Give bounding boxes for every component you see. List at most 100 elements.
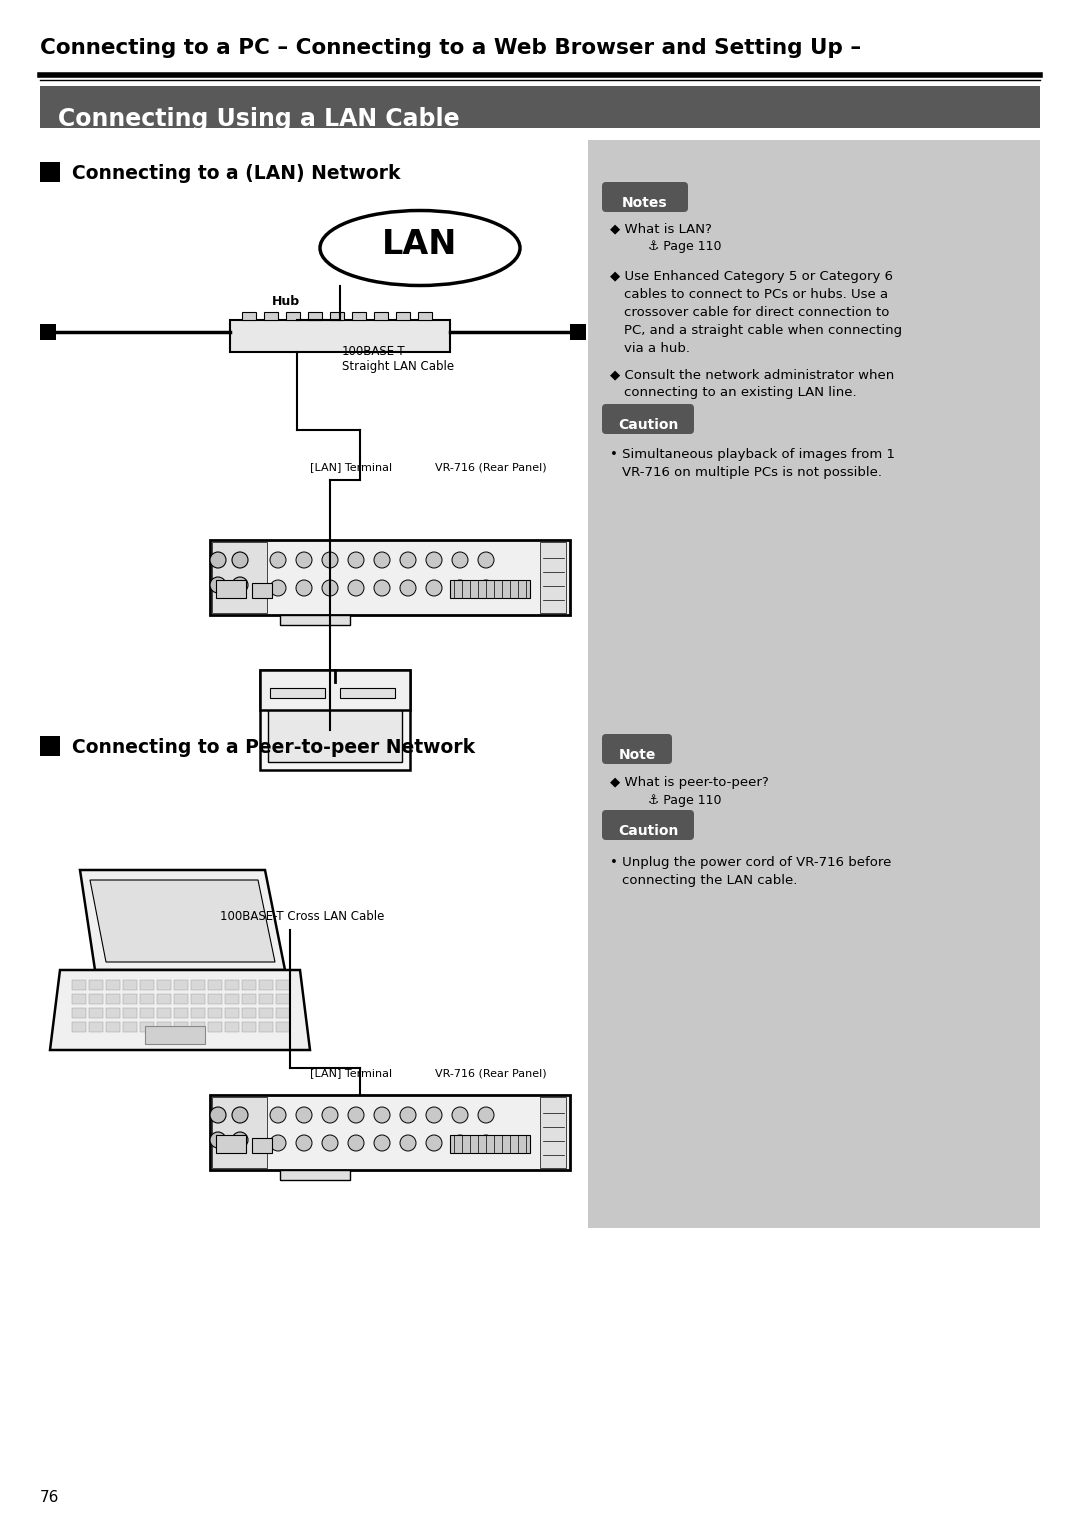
Bar <box>225 1008 239 1018</box>
Bar <box>276 979 291 990</box>
Text: Connecting to a PC – Connecting to a Web Browser and Setting Up –: Connecting to a PC – Connecting to a Web… <box>40 38 861 58</box>
Circle shape <box>296 1135 312 1151</box>
Circle shape <box>232 578 248 593</box>
Circle shape <box>374 1106 390 1123</box>
Circle shape <box>210 578 226 593</box>
Circle shape <box>210 552 226 568</box>
Circle shape <box>400 552 416 568</box>
Circle shape <box>478 581 494 596</box>
Bar <box>72 979 86 990</box>
Bar <box>570 324 586 341</box>
Circle shape <box>374 581 390 596</box>
Circle shape <box>232 1132 248 1148</box>
Bar <box>242 312 256 319</box>
Bar <box>280 614 350 625</box>
Bar <box>280 1170 350 1180</box>
Bar <box>89 979 103 990</box>
FancyBboxPatch shape <box>602 182 688 212</box>
Polygon shape <box>80 869 285 970</box>
Bar <box>352 312 366 319</box>
Circle shape <box>322 1135 338 1151</box>
Bar <box>208 1008 222 1018</box>
Bar <box>174 1022 188 1031</box>
Circle shape <box>453 552 468 568</box>
Bar <box>340 688 395 698</box>
Text: Connecting Using a LAN Cable: Connecting Using a LAN Cable <box>58 107 460 131</box>
Circle shape <box>426 581 442 596</box>
Circle shape <box>348 581 364 596</box>
Bar <box>270 688 325 698</box>
Circle shape <box>270 552 286 568</box>
Bar <box>252 1138 272 1154</box>
FancyBboxPatch shape <box>602 403 694 434</box>
Text: Connecting to a (LAN) Network: Connecting to a (LAN) Network <box>72 163 401 183</box>
Circle shape <box>296 1106 312 1123</box>
Bar <box>72 1022 86 1031</box>
Text: [LAN] Terminal: [LAN] Terminal <box>310 461 392 472</box>
Circle shape <box>478 552 494 568</box>
Text: Notes: Notes <box>622 196 667 209</box>
Polygon shape <box>50 970 310 1050</box>
Bar <box>259 979 273 990</box>
Circle shape <box>296 552 312 568</box>
Bar <box>242 995 256 1004</box>
Circle shape <box>400 581 416 596</box>
Bar <box>450 1135 530 1154</box>
Bar <box>252 584 272 597</box>
Bar <box>208 979 222 990</box>
Circle shape <box>453 1106 468 1123</box>
Circle shape <box>322 581 338 596</box>
Bar <box>40 736 60 756</box>
Circle shape <box>296 581 312 596</box>
Text: Caution: Caution <box>618 824 678 837</box>
Bar <box>106 1022 120 1031</box>
Bar <box>72 995 86 1004</box>
Text: LAN: LAN <box>382 228 458 260</box>
Bar <box>225 979 239 990</box>
Bar <box>40 324 56 341</box>
Circle shape <box>453 1135 468 1151</box>
Bar <box>140 1022 154 1031</box>
Bar <box>216 1135 246 1154</box>
Text: Caution: Caution <box>618 419 678 432</box>
Circle shape <box>426 552 442 568</box>
Text: connecting the LAN cable.: connecting the LAN cable. <box>622 874 797 886</box>
Circle shape <box>453 581 468 596</box>
Circle shape <box>374 552 390 568</box>
Bar <box>418 312 432 319</box>
Bar <box>157 1008 171 1018</box>
Circle shape <box>270 1106 286 1123</box>
Circle shape <box>478 1135 494 1151</box>
Circle shape <box>210 1106 226 1123</box>
Bar <box>242 1022 256 1031</box>
Text: ◆ Use Enhanced Category 5 or Category 6: ◆ Use Enhanced Category 5 or Category 6 <box>610 270 893 283</box>
Bar <box>89 995 103 1004</box>
Bar <box>106 995 120 1004</box>
Bar <box>588 141 1040 1229</box>
Circle shape <box>478 1106 494 1123</box>
Bar <box>157 1022 171 1031</box>
Bar <box>157 979 171 990</box>
Text: ⚓ Page 110: ⚓ Page 110 <box>648 795 721 807</box>
Bar <box>260 669 410 770</box>
Bar <box>140 995 154 1004</box>
FancyBboxPatch shape <box>602 733 672 764</box>
Text: ◆ Consult the network administrator when: ◆ Consult the network administrator when <box>610 368 894 380</box>
Bar <box>396 312 410 319</box>
Circle shape <box>400 1135 416 1151</box>
FancyBboxPatch shape <box>602 810 694 840</box>
Circle shape <box>322 552 338 568</box>
Bar <box>157 995 171 1004</box>
Circle shape <box>400 1106 416 1123</box>
Text: Hub: Hub <box>272 295 300 309</box>
Bar <box>276 1008 291 1018</box>
Bar <box>123 995 137 1004</box>
Circle shape <box>210 1132 226 1148</box>
Bar <box>123 1022 137 1031</box>
Bar <box>286 312 300 319</box>
Circle shape <box>426 1106 442 1123</box>
Bar <box>225 995 239 1004</box>
Bar <box>89 1022 103 1031</box>
Bar <box>174 995 188 1004</box>
Circle shape <box>270 1135 286 1151</box>
